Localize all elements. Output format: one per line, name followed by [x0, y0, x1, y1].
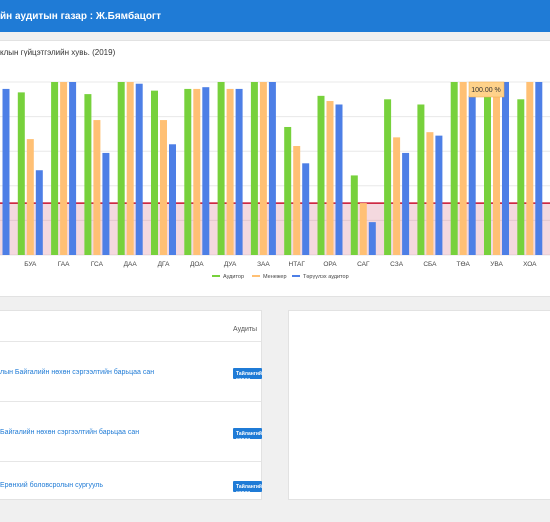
chart-bar — [135, 83, 143, 255]
chart-bar — [259, 82, 267, 255]
chart-bar — [69, 82, 77, 255]
chart-bar — [302, 163, 310, 255]
header-title: йн аудитын газар : Ж.Бямбацогт — [0, 11, 161, 22]
chart-bar — [368, 222, 376, 255]
x-tick-label: ГАА — [58, 261, 70, 268]
chart-bar — [502, 82, 509, 255]
chart-bar — [417, 104, 425, 255]
chart-bar — [426, 132, 434, 255]
chart-bar — [151, 90, 158, 256]
legend-label: Менежер — [263, 274, 287, 280]
chart-bar — [250, 82, 258, 255]
x-tick-label: ТӨА — [457, 261, 471, 268]
chart-bar — [60, 82, 68, 255]
x-tick-label: ДОА — [190, 261, 204, 268]
chart-bar — [493, 83, 500, 255]
x-tick-label: ГСА — [91, 261, 104, 268]
chart-bar — [384, 99, 392, 255]
chart-bar — [450, 82, 458, 255]
legend-label: Аудитор — [223, 274, 244, 280]
audit-link[interactable]: лын Байгалийн нөхөн сэргээлтийн барьцаа … — [0, 369, 155, 376]
chart-bar — [517, 99, 525, 255]
chart-bar — [102, 152, 110, 255]
chart-title: клын гүйцэтгэлийн хувь. (2019) — [0, 48, 116, 57]
chart-bar — [326, 101, 334, 255]
audit-link[interactable]: Ерөнхий боловсролын сургууль — [0, 482, 104, 489]
chart-bar — [117, 82, 125, 255]
chart-bar — [268, 82, 276, 255]
chart-bar — [317, 95, 325, 255]
chart-bar — [468, 95, 476, 255]
x-tick-label: ДУА — [224, 261, 237, 268]
chart-bar — [126, 82, 134, 255]
x-tick-label: ДГА — [158, 261, 170, 268]
view-report-button[interactable]: Тайлангийг харах — [233, 481, 262, 492]
view-report-button[interactable]: Тайлангийг харах — [233, 368, 262, 379]
chart-bar — [484, 92, 491, 255]
x-tick-label: УВА — [490, 261, 503, 268]
x-tick-label: ОРА — [323, 261, 337, 268]
x-tick-label: СЗА — [390, 261, 404, 268]
chart-bar — [293, 146, 301, 255]
view-report-button[interactable]: Тайлангийг харах — [233, 428, 262, 439]
chart-bar — [202, 87, 210, 255]
chart-bar — [51, 82, 59, 255]
x-tick-label: БУА — [24, 261, 37, 268]
chart-bar — [535, 82, 543, 255]
app-header: йн аудитын газар : Ж.Бямбацогт — [0, 0, 550, 32]
chart-bar — [169, 144, 176, 255]
x-tick-label: ЗАА — [257, 261, 270, 268]
chart-bar — [359, 203, 367, 255]
list-header: Аудиты — [0, 311, 261, 342]
chart-bar — [284, 126, 292, 255]
audit-list-card: Аудиты лын Байгалийн нөхөн сэргээлтийн б… — [0, 310, 262, 500]
x-tick-label: САГ — [357, 261, 370, 268]
chart-bar — [435, 135, 443, 255]
audit-link[interactable]: Байгалийн нөхөн сэргээлтийн барьцаа сан — [0, 429, 140, 436]
chart-bar — [459, 82, 467, 255]
tooltip-label: 100.00 % — [471, 87, 501, 94]
chart-bar — [402, 152, 410, 255]
chart-bar — [217, 82, 225, 255]
chart-bar — [35, 170, 43, 255]
chart-bar — [26, 139, 34, 255]
chart-bar — [160, 120, 167, 255]
list-item: лын Байгалийн нөхөн сэргээлтийн барьцаа … — [0, 342, 262, 402]
list-item: Ерөнхий боловсролын сургууль Тайлангийг … — [0, 462, 262, 522]
x-tick-label: ДАА — [124, 261, 138, 268]
x-tick-label: ХОА — [523, 261, 537, 268]
chart-bar — [2, 88, 10, 255]
chart-bar — [335, 104, 343, 255]
x-tick-label: СБА — [423, 261, 437, 268]
legend-label: Төрүүлэх аудитор — [303, 274, 349, 280]
list-item: Байгалийн нөхөн сэргээлтийн барьцаа сан … — [0, 402, 262, 462]
chart-bar — [393, 137, 401, 255]
chart-bar — [17, 92, 25, 255]
chart-bar — [526, 82, 534, 255]
chart-bar — [235, 88, 243, 255]
side-panel — [288, 310, 550, 500]
performance-bar-chart: БУА ГАА ГСА ДАА ДГА ДОА ДУА ЗАА НТАГ ОРА САГ СЗА СБА… — [0, 81, 550, 280]
tooltip-box — [468, 81, 505, 98]
column-header-audit: Аудиты — [233, 326, 258, 333]
chart-bar — [350, 175, 358, 255]
chart-bar — [93, 120, 101, 255]
chart-bar — [184, 88, 192, 255]
chart-bar — [84, 94, 92, 255]
chart-bar — [193, 88, 201, 255]
x-tick-label: НТАГ — [289, 261, 306, 268]
chart-bar — [226, 88, 234, 255]
